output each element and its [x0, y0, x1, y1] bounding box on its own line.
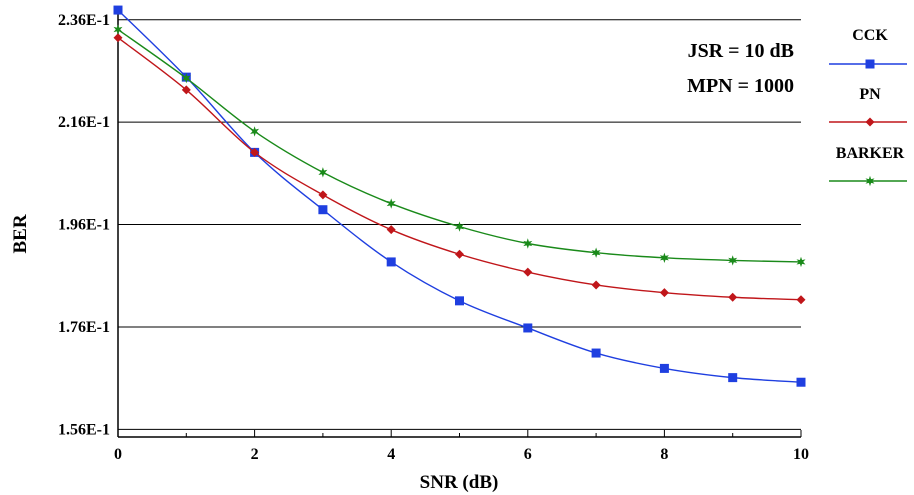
y-tick-label-1: 1.76E-1: [58, 319, 110, 336]
legend-label-barker: BARKER: [836, 145, 905, 162]
point-cck-9: [728, 373, 738, 383]
y-tick-label-3: 2.16E-1: [58, 114, 110, 131]
point-barker-8: [659, 252, 669, 264]
point-pn-3: [318, 190, 328, 200]
x-tick-label-3: 6: [524, 446, 532, 463]
point-pn-7: [591, 280, 601, 290]
legend-marker-barker: [865, 175, 875, 187]
y-tick-label-0: 1.56E-1: [58, 421, 110, 438]
point-cck-10: [796, 377, 806, 387]
x-tick-label-4: 8: [660, 446, 668, 463]
point-barker-7: [591, 247, 601, 258]
legend-marker-cck: [865, 59, 875, 69]
point-pn-2: [250, 147, 260, 157]
point-pn-4: [386, 225, 396, 235]
legend: CCK PN BARKER: [829, 27, 907, 187]
point-cck-3: [318, 205, 328, 215]
x-axis-label: SNR (dB): [420, 472, 499, 493]
y-tick-label-4: 2.36E-1: [58, 12, 110, 29]
point-pn-8: [659, 288, 669, 298]
point-barker-1: [181, 72, 191, 84]
point-cck-6: [523, 323, 533, 333]
point-barker-0: [113, 24, 123, 35]
point-pn-0: [113, 33, 123, 43]
point-pn-1: [181, 85, 191, 95]
legend-marker-pn: [865, 117, 875, 127]
y-axis-label: BER: [10, 214, 31, 253]
point-barker-3: [318, 167, 328, 178]
x-tick-label-5: 10: [793, 446, 809, 463]
point-barker-4: [386, 198, 396, 209]
point-pn-5: [455, 249, 464, 259]
axes: [117, 7, 802, 438]
y-tick-label-2: 1.96E-1: [58, 217, 110, 234]
x-tick-label-2: 4: [387, 446, 395, 463]
legend-label-pn: PN: [859, 86, 881, 103]
legend-label-cck: CCK: [852, 27, 888, 44]
point-pn-10: [796, 295, 806, 305]
point-pn-9: [728, 292, 738, 302]
point-barker-10: [796, 256, 806, 268]
point-pn-6: [523, 267, 533, 277]
point-cck-4: [386, 257, 396, 267]
point-cck-5: [455, 296, 464, 306]
point-barker-5: [455, 221, 464, 232]
annotation-mpn: MPN = 1000: [687, 75, 794, 97]
point-cck-7: [591, 348, 601, 358]
point-cck-0: [113, 5, 123, 15]
tick-labels: 1.56E-1 1.76E-1 1.96E-1 2.16E-1 2.36E-1 0 2 4 6 8…: [58, 12, 809, 463]
series-lines: [113, 5, 806, 387]
point-barker-6: [523, 238, 533, 249]
point-cck-8: [659, 363, 669, 373]
point-barker-2: [250, 126, 260, 137]
x-tick-label-0: 0: [114, 446, 122, 463]
series-line-cck: [117, 9, 802, 383]
annotation-jsr: JSR = 10 dB: [688, 40, 794, 62]
point-barker-9: [728, 255, 738, 266]
x-tick-label-1: 2: [251, 446, 259, 463]
